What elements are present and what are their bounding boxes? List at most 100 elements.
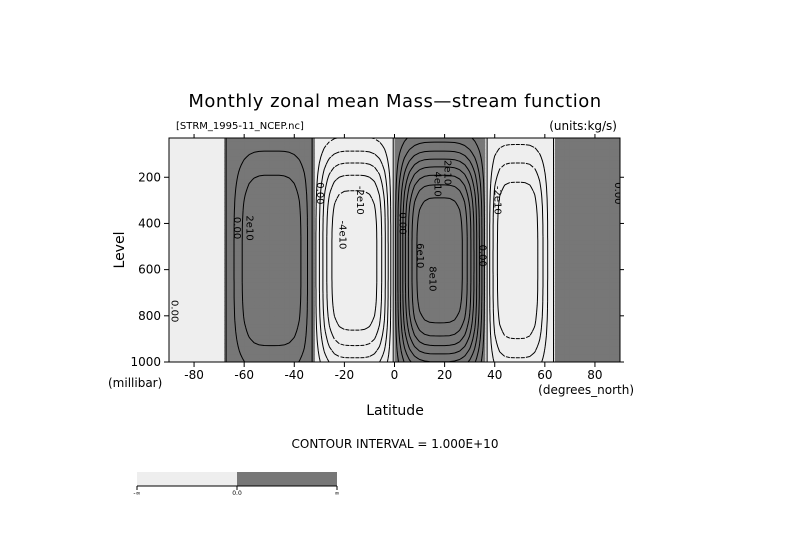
positive-fill-cell <box>579 286 586 291</box>
positive-fill-cell <box>284 263 290 268</box>
positive-fill-cell <box>259 335 265 340</box>
positive-fill-cell <box>479 251 486 257</box>
positive-fill-cell <box>234 350 240 356</box>
positive-fill-cell <box>469 259 476 264</box>
positive-fill-cell <box>224 259 230 264</box>
positive-fill-cell <box>234 293 240 299</box>
positive-fill-cell <box>614 145 620 150</box>
positive-fill-cell <box>279 206 285 211</box>
positive-fill-cell <box>559 320 566 325</box>
positive-fill-cell <box>449 160 456 166</box>
positive-fill-cell <box>249 179 255 185</box>
positive-fill-cell <box>269 206 275 211</box>
positive-fill-cell <box>394 339 401 344</box>
positive-fill-cell <box>474 289 481 295</box>
positive-fill-cell <box>254 308 260 314</box>
positive-fill-cell <box>419 210 426 215</box>
positive-fill-cell <box>429 251 436 257</box>
positive-fill-cell <box>454 141 461 147</box>
positive-fill-cell <box>254 217 260 223</box>
positive-fill-cell <box>469 175 476 181</box>
positive-fill-cell <box>469 274 476 280</box>
positive-fill-cell <box>594 335 601 340</box>
contour-label: 0.00 <box>314 182 325 204</box>
positive-fill-cell <box>224 335 230 340</box>
positive-fill-cell <box>284 191 290 196</box>
positive-fill-cell <box>234 346 240 352</box>
positive-fill-cell <box>294 221 300 226</box>
positive-fill-cell <box>584 308 591 314</box>
positive-fill-cell <box>469 358 476 362</box>
positive-fill-cell <box>464 168 471 173</box>
positive-fill-cell <box>579 191 586 196</box>
positive-fill-cell <box>599 206 606 211</box>
x-axis-unit: (degrees_north) <box>538 383 634 397</box>
positive-fill-cell <box>554 267 561 272</box>
positive-fill-cell <box>474 232 481 238</box>
positive-fill-cell <box>609 335 616 340</box>
positive-fill-cell <box>264 350 270 356</box>
positive-fill-cell <box>299 221 305 226</box>
positive-fill-cell <box>279 270 285 276</box>
positive-fill-cell <box>464 198 471 204</box>
positive-fill-cell <box>454 324 461 329</box>
positive-fill-cell <box>409 194 416 200</box>
positive-fill-cell <box>574 320 581 325</box>
positive-fill-cell <box>454 316 461 321</box>
positive-fill-cell <box>274 187 280 192</box>
positive-fill-cell <box>294 312 300 318</box>
positive-fill-cell <box>289 160 295 166</box>
positive-fill-cell <box>454 240 461 245</box>
positive-fill-cell <box>559 164 566 169</box>
positive-fill-cell <box>424 206 431 211</box>
positive-fill-cell <box>564 187 571 192</box>
positive-fill-cell <box>269 350 275 356</box>
positive-fill-cell <box>559 141 566 147</box>
positive-fill-cell <box>579 217 586 223</box>
positive-fill-cell <box>439 267 446 272</box>
positive-fill-cell <box>594 141 601 147</box>
positive-fill-cell <box>404 343 411 348</box>
positive-fill-cell <box>589 138 596 143</box>
positive-fill-cell <box>604 289 611 295</box>
positive-fill-cell <box>419 312 426 318</box>
positive-fill-cell <box>274 327 280 333</box>
positive-fill-cell <box>554 343 561 348</box>
positive-fill-cell <box>439 240 446 245</box>
positive-fill-cell <box>399 297 406 302</box>
positive-fill-cell <box>289 346 295 352</box>
positive-fill-cell <box>584 156 591 162</box>
positive-fill-cell <box>579 206 586 211</box>
positive-fill-cell <box>259 179 265 185</box>
positive-fill-cell <box>584 324 591 329</box>
positive-fill-cell <box>569 198 576 204</box>
positive-fill-cell <box>564 175 571 181</box>
positive-fill-cell <box>594 236 601 242</box>
positive-fill-cell <box>229 149 235 154</box>
positive-fill-cell <box>444 331 451 337</box>
positive-fill-cell <box>229 282 235 287</box>
positive-contour-line <box>411 184 468 337</box>
positive-fill-cell <box>259 259 265 264</box>
positive-fill-cell <box>449 320 456 325</box>
y-tick-label: 400 <box>138 216 161 230</box>
positive-fill-cell <box>574 191 581 196</box>
positive-fill-cell <box>229 168 235 173</box>
positive-fill-cell <box>279 179 285 185</box>
positive-fill-cell <box>414 138 421 143</box>
positive-fill-cell <box>224 153 230 158</box>
positive-fill-cell <box>554 175 561 181</box>
positive-fill-cell <box>444 187 451 192</box>
positive-fill-cell <box>589 324 596 329</box>
positive-fill-cell <box>234 343 240 348</box>
positive-fill-cell <box>439 248 446 253</box>
positive-fill-cell <box>279 168 285 173</box>
positive-fill-cell <box>434 248 441 253</box>
positive-fill-cell <box>604 202 611 207</box>
positive-fill-cell <box>464 202 471 207</box>
positive-fill-cell <box>474 251 481 257</box>
positive-fill-cell <box>264 191 270 196</box>
positive-fill-cell <box>244 229 250 234</box>
positive-fill-cell <box>474 156 481 162</box>
positive-fill-cell <box>419 164 426 169</box>
